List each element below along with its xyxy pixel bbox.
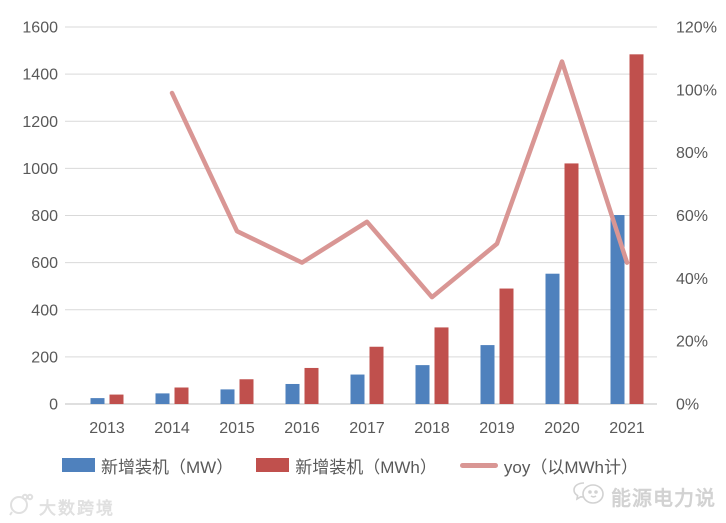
- legend-swatch-mwh: [256, 458, 290, 472]
- left-axis-tick-label: 200: [31, 349, 58, 366]
- right-axis-tick-label: 40%: [676, 271, 708, 288]
- legend-swatch-yoy-line: [459, 462, 498, 468]
- x-axis-tick-label: 2021: [609, 420, 645, 437]
- x-axis-tick-label: 2015: [219, 420, 255, 437]
- bar-mw-2014: [155, 393, 170, 404]
- right-axis-tick-label: 20%: [676, 334, 708, 351]
- watermark-left-text: 大数跨境: [39, 499, 115, 518]
- bar-mwh-2019: [499, 288, 514, 404]
- left-axis-tick-label: 1600: [22, 20, 58, 37]
- chat-bubbles-logo-icon: [572, 480, 606, 512]
- left-axis-tick-label: 1400: [22, 67, 58, 84]
- x-axis-tick-label: 2013: [89, 420, 125, 437]
- left-axis-tick-label: 400: [31, 302, 58, 319]
- legend-item-mwh: 新增装机（MWh）: [256, 453, 437, 478]
- bar-mw-2015: [220, 389, 235, 404]
- watermark-right: 能源电力说: [572, 480, 716, 512]
- bar-mwh-2017: [369, 346, 384, 404]
- bar-mwh-2015: [239, 379, 254, 404]
- chart-legend: 新增装机（MW） 新增装机（MWh） yoy（以MWh计）: [62, 451, 638, 479]
- bar-mw-2013: [90, 398, 105, 404]
- x-axis-tick-label: 2016: [284, 420, 320, 437]
- x-axis-tick-label: 2018: [414, 420, 450, 437]
- smiley-logo-icon: [8, 492, 34, 521]
- bar-mw-2020: [545, 273, 560, 404]
- bar-mwh-2016: [304, 367, 319, 404]
- bar-mwh-2014: [174, 387, 189, 404]
- bar-mw-2021: [610, 215, 625, 404]
- legend-label-mw: 新增装机（MW）: [101, 457, 234, 477]
- x-axis-tick-label: 2020: [544, 420, 580, 437]
- right-axis-tick-label: 0%: [676, 397, 699, 414]
- left-axis-tick-label: 600: [31, 255, 58, 272]
- left-axis-tick-label: 0: [49, 397, 58, 414]
- bar-mw-2017: [350, 374, 365, 404]
- left-axis-tick-label: 800: [31, 208, 58, 225]
- bar-mw-2018: [415, 365, 430, 404]
- bar-mwh-2018: [434, 327, 449, 404]
- bar-mwh-2020: [564, 163, 579, 404]
- legend-item-mw: 新增装机（MW）: [62, 453, 233, 478]
- x-axis-tick-label: 2019: [479, 420, 515, 437]
- right-axis-tick-label: 100%: [676, 82, 717, 99]
- legend-label-mwh: 新增装机（MWh）: [295, 457, 437, 477]
- bar-mwh-2021: [629, 54, 644, 405]
- watermark-right-text: 能源电力说: [611, 487, 716, 510]
- legend-label-yoy: yoy（以MWh计）: [503, 457, 639, 477]
- legend-swatch-mw: [62, 458, 95, 472]
- watermark-left: 大数跨境: [8, 492, 115, 521]
- bar-mw-2016: [285, 383, 300, 404]
- right-axis-tick-label: 120%: [676, 20, 717, 37]
- x-axis-tick-label: 2014: [154, 420, 190, 437]
- right-axis-tick-label: 60%: [676, 208, 708, 225]
- x-axis-tick-label: 2017: [349, 420, 385, 437]
- right-axis-tick-label: 80%: [676, 145, 708, 162]
- yoy-line: [169, 59, 630, 300]
- bar-mwh-2013: [109, 394, 124, 404]
- bar-mw-2019: [480, 345, 495, 404]
- left-axis-tick-label: 1000: [22, 161, 58, 178]
- legend-item-yoy: yoy（以MWh计）: [459, 453, 639, 478]
- left-axis-tick-label: 1200: [22, 114, 58, 131]
